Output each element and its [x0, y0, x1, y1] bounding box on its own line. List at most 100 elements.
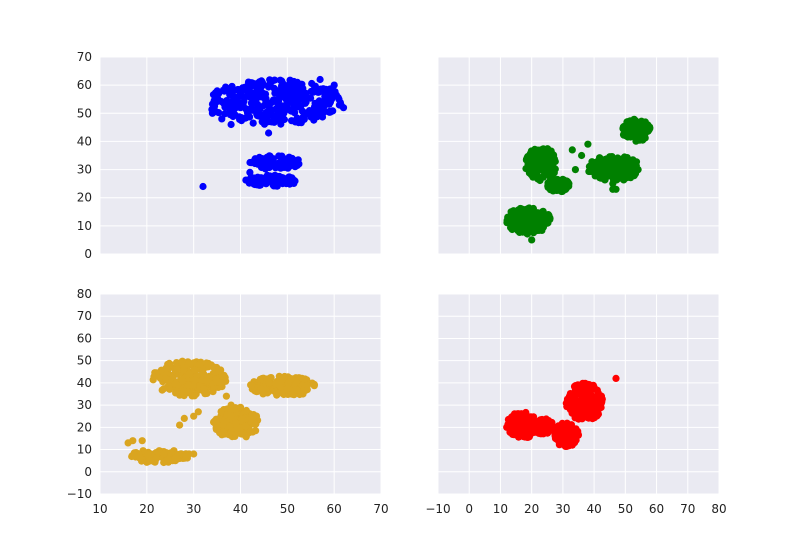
- scatter-point: [335, 95, 343, 103]
- y-tick-label: 0: [84, 465, 92, 479]
- scatter-point: [504, 219, 512, 227]
- scatter-point: [612, 374, 620, 382]
- scatter-point: [269, 155, 277, 163]
- scatter-point: [520, 212, 528, 220]
- scatter-point: [246, 113, 254, 121]
- scatter-point: [288, 117, 296, 125]
- scatter-point: [297, 102, 305, 110]
- scatter-point: [217, 408, 225, 416]
- scatter-point: [562, 399, 570, 407]
- x-tick-label: 30: [186, 502, 201, 516]
- scatter-point: [632, 158, 641, 166]
- scatter-point: [160, 450, 168, 458]
- scatter-point: [274, 87, 282, 95]
- scatter-point: [303, 109, 311, 117]
- x-tick-label: 10: [92, 502, 107, 516]
- scatter-point: [545, 160, 553, 168]
- scatter-point: [556, 434, 564, 442]
- scatter-point: [503, 423, 511, 431]
- scatter-point: [246, 428, 254, 436]
- scatter-point: [255, 112, 263, 120]
- y-tick-label: 80: [77, 287, 92, 301]
- scatter-point: [523, 230, 532, 238]
- scatter-point: [620, 176, 628, 184]
- scatter-point: [228, 82, 236, 91]
- scatter-point: [246, 168, 254, 176]
- scatter-point: [136, 454, 144, 462]
- scatter-point: [209, 388, 217, 396]
- scatter-point: [515, 428, 523, 436]
- scatter-point: [247, 381, 256, 389]
- scatter-point: [179, 366, 187, 374]
- scatter-point: [288, 174, 296, 182]
- scatter-point: [286, 160, 294, 168]
- scatter-point: [166, 385, 174, 393]
- scatter-point: [178, 376, 186, 384]
- scatter-point: [611, 164, 619, 172]
- scatter-point: [160, 385, 168, 393]
- scatter-point: [250, 94, 258, 102]
- scatter-point: [227, 401, 235, 409]
- scatter-point: [627, 119, 635, 127]
- scatter-point: [584, 140, 592, 148]
- scatter-point: [263, 153, 271, 161]
- scatter-point: [265, 379, 273, 387]
- scatter-point: [321, 92, 329, 100]
- scatter-point: [190, 412, 198, 420]
- scatter-point: [203, 361, 212, 369]
- scatter-point: [521, 428, 530, 436]
- scatter-point: [190, 366, 199, 374]
- scatter-point: [578, 151, 586, 160]
- scatter-point: [330, 81, 338, 89]
- scatter-point: [152, 454, 160, 462]
- scatter-point: [273, 97, 281, 105]
- x-tick-label: −10: [425, 502, 450, 516]
- scatter-point: [512, 216, 520, 224]
- scatter-point: [513, 225, 521, 233]
- x-tick-label: 30: [555, 502, 570, 516]
- scatter-point: [176, 421, 184, 429]
- scatter-point: [621, 163, 629, 171]
- scatter-point: [208, 109, 216, 117]
- scatter-point: [242, 422, 250, 431]
- scatter-point: [283, 95, 291, 103]
- scatter-point: [568, 146, 576, 154]
- scatter-points: [503, 115, 654, 244]
- scatter-point: [612, 185, 620, 193]
- scatter-point: [173, 366, 181, 374]
- scatter-point: [265, 129, 273, 137]
- scatter-points: [199, 75, 348, 191]
- scatter-point: [590, 383, 598, 391]
- scatter-point: [575, 415, 583, 423]
- scatter-point: [235, 113, 243, 121]
- scatter-point: [303, 381, 311, 390]
- scatter-point: [318, 113, 327, 121]
- scatter-point: [509, 412, 517, 420]
- scatter-point: [255, 157, 263, 165]
- scatter-point: [549, 182, 558, 191]
- scatter-point: [540, 423, 548, 431]
- scatter-point: [150, 373, 158, 381]
- x-tick-label: 20: [524, 502, 539, 516]
- y-tick-label: 30: [77, 398, 92, 412]
- x-tick-label: 70: [680, 502, 695, 516]
- scatter-point: [257, 385, 265, 393]
- scatter-point: [238, 415, 246, 423]
- scatter-point: [293, 386, 301, 394]
- scatter-point: [200, 385, 208, 393]
- scatter-point: [190, 450, 198, 458]
- scatter-point: [291, 109, 299, 117]
- scatter-point: [279, 102, 287, 110]
- scatter-point: [180, 387, 188, 395]
- y-tick-label: 40: [77, 134, 92, 148]
- scatter-point: [269, 181, 277, 189]
- scatter-point: [232, 430, 240, 438]
- scatter-point: [180, 414, 188, 422]
- scatter-point: [552, 424, 560, 432]
- scatter-point: [265, 118, 273, 126]
- x-tick-label: 10: [493, 502, 508, 516]
- scatter-point: [586, 404, 595, 412]
- scatter-point: [271, 76, 279, 84]
- x-tick-label: 80: [711, 502, 726, 516]
